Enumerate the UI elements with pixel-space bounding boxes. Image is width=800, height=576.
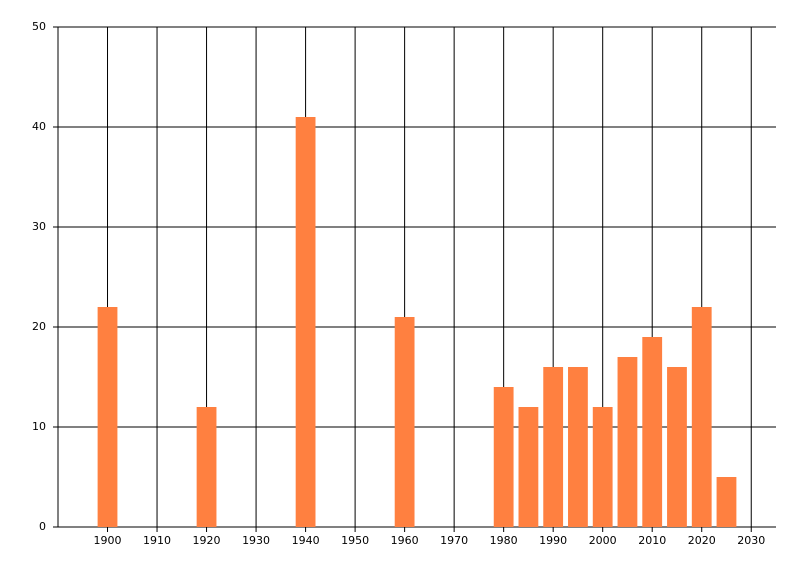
- bar: [592, 407, 613, 527]
- x-tick-label: 1940: [292, 534, 320, 547]
- bar: [97, 307, 118, 527]
- y-tick-label: 40: [32, 120, 46, 133]
- bar: [518, 407, 539, 527]
- bar: [493, 387, 514, 527]
- bar: [196, 407, 217, 527]
- y-tick-label: 30: [32, 220, 46, 233]
- x-tick-label: 1990: [539, 534, 567, 547]
- x-tick-label: 1950: [341, 534, 369, 547]
- x-tick-label: 1920: [193, 534, 221, 547]
- bar: [642, 337, 663, 527]
- x-tick-label: 1960: [391, 534, 419, 547]
- y-tick-label: 20: [32, 320, 46, 333]
- bar: [617, 357, 638, 527]
- x-tick-label: 1900: [94, 534, 122, 547]
- bar: [691, 307, 712, 527]
- bar: [667, 367, 687, 527]
- bar: [394, 317, 415, 527]
- bar: [295, 117, 316, 527]
- x-tick-label: 2000: [589, 534, 617, 547]
- bar: [543, 367, 564, 527]
- x-tick-label: 2010: [638, 534, 666, 547]
- x-tick-label: 1910: [143, 534, 171, 547]
- x-tick-label: 1970: [440, 534, 468, 547]
- bar: [716, 477, 737, 527]
- y-tick-label: 0: [39, 520, 46, 533]
- x-tick-label: 1930: [242, 534, 270, 547]
- x-tick-label: 1980: [490, 534, 518, 547]
- x-tick-label: 2020: [688, 534, 716, 547]
- y-tick-label: 50: [32, 20, 46, 33]
- bar: [568, 367, 588, 527]
- y-tick-label: 10: [32, 420, 46, 433]
- x-tick-label: 2030: [737, 534, 765, 547]
